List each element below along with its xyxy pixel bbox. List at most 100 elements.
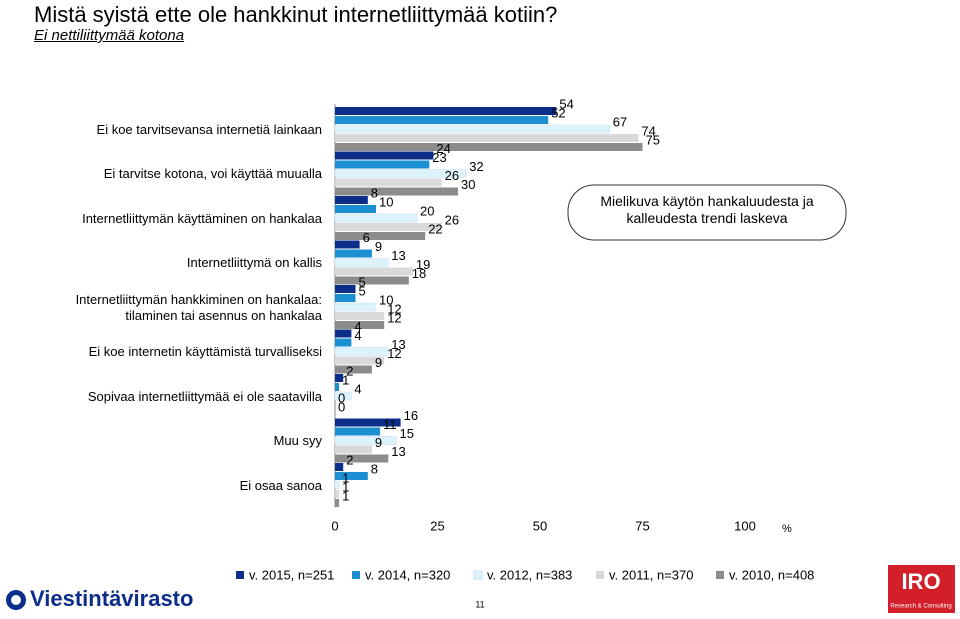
bar [334,480,340,490]
value-label: 75 [646,132,660,147]
value-label: 52 [551,105,565,120]
legend-swatch [473,570,483,580]
value-label: 2 [346,452,353,467]
value-label: 13 [391,248,405,263]
value-label: 0 [338,399,345,414]
value-label: 26 [445,212,459,227]
bar [334,213,418,223]
legend-swatch [352,571,360,579]
value-label: 4 [354,381,361,396]
bar [335,329,352,338]
bar [335,294,356,302]
category-label: Ei koe tarvitsevansa internetiä lainkaan [96,121,322,137]
value-label: 1 [342,479,349,494]
bar [335,223,442,231]
logo-left: Viestintävirasto [30,586,193,611]
bar [335,160,430,169]
bar [334,258,389,267]
value-label: 9 [375,435,382,450]
legend-swatch [236,571,244,579]
value-label: 67 [613,114,627,129]
bar [335,240,360,249]
value-label: 2 [346,363,353,378]
category-label: Ei osaa sanoa [239,477,322,493]
logo-icon [11,595,21,605]
value-label: 11 [383,417,397,432]
bar [335,427,381,436]
value-label: 9 [375,355,382,370]
value-label: 16 [404,408,418,423]
x-tick-label: 75 [635,518,649,533]
bar [335,463,344,471]
bar [335,107,557,115]
bar [335,134,639,142]
bar [335,383,340,391]
value-label: 12 [387,301,401,316]
bar [335,472,368,480]
category-label: Internetliittymän käyttäminen on hankala… [82,210,322,226]
bar [335,499,340,507]
bar [335,187,458,196]
value-label: 8 [371,461,378,476]
value-label: 1 [342,488,349,503]
x-tick-label: 100 [734,518,756,533]
bar [335,338,352,347]
x-unit: % [782,523,792,535]
annotation: Mielikuva käytön hankaluudesta ja kalleu… [600,193,814,226]
category-label: Ei tarvitse kotona, voi käyttää muualla [103,166,322,181]
value-label: 6 [363,230,370,245]
bar [335,143,643,151]
legend-swatch [716,571,724,579]
bar [334,347,389,356]
value-label: 5 [359,283,366,298]
value-label: 10 [379,194,393,209]
x-tick-label: 25 [430,518,444,533]
value-label: 32 [469,159,483,174]
bar [334,124,610,134]
bar [335,267,413,276]
bar [335,232,426,240]
category-label: Internetliittymän hankkiminen on hankala… [75,291,322,323]
value-label: 4 [354,319,361,334]
value-label: 18 [412,266,426,281]
value-label: 9 [375,239,382,254]
value-label: 15 [400,426,414,441]
category-label: Muu syy [273,433,322,448]
bar [335,249,372,258]
value-label: 1 [342,372,349,387]
legend-label: v. 2011, n=370 [609,567,693,582]
bar [335,196,368,204]
bar [335,445,372,454]
value-label: 54 [559,96,573,111]
legend-swatch [596,571,604,579]
legend-label: v. 2015, n=251 [249,567,334,582]
value-label: 13 [391,444,405,459]
category-label: Sopivaa internetliittymää ei ole saatavi… [87,388,322,404]
value-label: 4 [354,328,361,343]
value-label: 12 [387,310,401,325]
logo-right-box [888,565,955,613]
legend-label: v. 2012, n=383 [487,567,572,582]
value-label: 13 [391,337,405,352]
bar [335,356,385,365]
value-label: 23 [432,150,446,165]
bar [335,205,376,213]
value-label: 26 [445,168,459,183]
bar [334,436,397,445]
bar [335,276,409,285]
bar [334,302,377,312]
value-label: 5 [359,274,366,289]
bar [334,391,352,401]
bar [335,321,385,329]
bar [335,312,385,320]
value-label: 0 [338,390,345,405]
bar [335,116,549,124]
value-label: 20 [420,203,434,218]
bar [335,365,372,374]
bar [335,374,344,382]
chart-subtitle: Ei nettiliittymää kotona [34,27,185,44]
value-label: 12 [387,346,401,361]
bar [335,454,389,463]
